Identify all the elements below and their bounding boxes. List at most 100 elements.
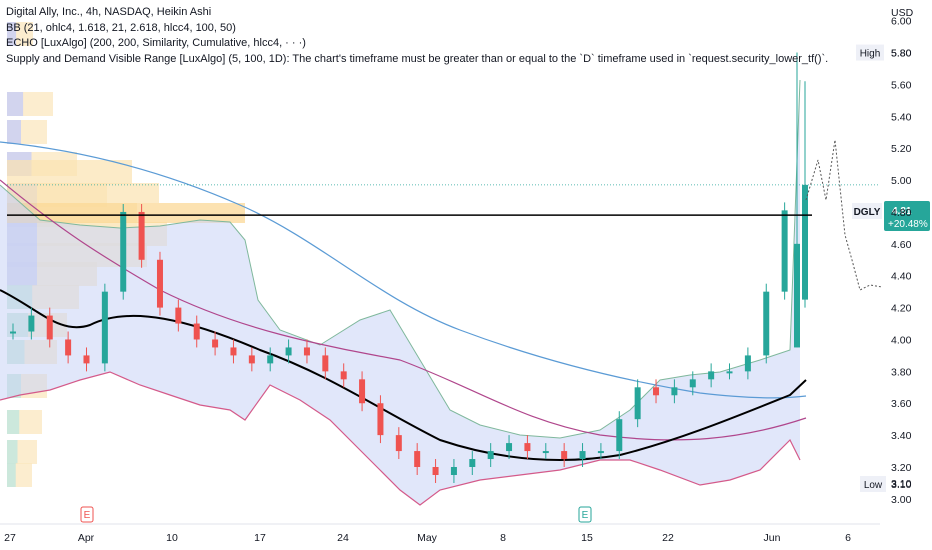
price-axis[interactable]: 3.00 3.10 3.20 3.40 3.60 3.80 4.00 4.20 4.40 4.60… bbox=[891, 7, 914, 506]
volume-profile-bar bbox=[7, 120, 21, 144]
candle-body bbox=[708, 371, 715, 380]
band-lower bbox=[0, 371, 801, 506]
time-tick-label: May bbox=[417, 532, 438, 544]
candle-body bbox=[138, 211, 145, 260]
symbol-tag-label: DGLY bbox=[854, 207, 881, 218]
time-tick-label: 15 bbox=[581, 532, 593, 544]
candle-body bbox=[524, 443, 531, 452]
price-tick-label: 4.80 bbox=[891, 207, 912, 219]
time-tick-label: 17 bbox=[254, 532, 266, 544]
legend-echo[interactable]: ECHO [LuxAlgo] (200, 200, Similarity, Cu… bbox=[6, 37, 306, 49]
candle-body bbox=[781, 210, 788, 292]
volume-profile-bar bbox=[7, 410, 20, 434]
price-tick-label: 3.80 bbox=[891, 366, 912, 378]
price-tick-label: 6.00 bbox=[891, 16, 912, 28]
price-tick-label: 3.00 bbox=[891, 494, 912, 506]
candle-body bbox=[285, 347, 292, 356]
candle-body bbox=[634, 387, 641, 420]
price-tick-label: 4.60 bbox=[891, 239, 912, 251]
price-tick-label: 5.40 bbox=[891, 111, 912, 123]
candle-body bbox=[46, 315, 53, 340]
ma-blue bbox=[0, 141, 807, 399]
candle-body bbox=[156, 259, 163, 308]
price-change-label: +20.48% bbox=[888, 219, 928, 230]
ma-black bbox=[0, 289, 807, 461]
price-tick-label: 5.80 bbox=[891, 48, 912, 60]
price-tick-label: 5.00 bbox=[891, 175, 912, 187]
time-tick-label: Apr bbox=[78, 532, 95, 544]
candle-body bbox=[377, 403, 384, 436]
volume-profile-bar bbox=[7, 22, 17, 46]
last-price-label: 4.81 bbox=[892, 206, 912, 217]
candle-body bbox=[802, 184, 808, 300]
earnings-marker-label: E bbox=[84, 510, 91, 521]
candle-body bbox=[726, 371, 733, 374]
price-tick-label: 3.10 bbox=[891, 478, 912, 490]
candle-body bbox=[469, 459, 476, 467]
time-tick-label: 22 bbox=[662, 532, 674, 544]
price-tick-label: 3.20 bbox=[891, 462, 912, 474]
volume-profile-bar bbox=[7, 92, 24, 116]
time-axis[interactable]: 27 Apr 10 17 24 May 8 15 22 Jun 6 bbox=[4, 532, 851, 544]
moving-averages bbox=[0, 141, 807, 461]
candle-body bbox=[193, 323, 200, 340]
candle-body bbox=[763, 291, 770, 356]
candle-body bbox=[542, 451, 549, 454]
high-value: 5.80 bbox=[891, 48, 912, 60]
price-tick-label: 4.20 bbox=[891, 303, 912, 315]
candle-body bbox=[561, 451, 568, 460]
candle-body bbox=[487, 451, 494, 460]
currency-label: USD bbox=[891, 7, 914, 19]
candle-body bbox=[450, 467, 457, 475]
candle-body bbox=[395, 435, 402, 452]
candle-body bbox=[10, 331, 16, 334]
overlays: E E High Low DGLY 4.81 +20.48% bbox=[7, 44, 930, 523]
candle-body bbox=[267, 355, 274, 364]
candle-body bbox=[744, 355, 751, 372]
time-tick-label: Jun bbox=[764, 532, 781, 544]
candle-body bbox=[120, 211, 127, 292]
volume-profile-bar bbox=[7, 160, 132, 184]
time-tick-label: 10 bbox=[166, 532, 178, 544]
candle-body bbox=[414, 451, 421, 467]
candle-body bbox=[506, 443, 513, 452]
candle-body bbox=[303, 347, 310, 356]
candle-body bbox=[653, 387, 660, 396]
time-tick-label: 27 bbox=[4, 532, 16, 544]
candle-body bbox=[671, 387, 678, 396]
candle-body bbox=[212, 339, 219, 348]
legend-sdvr[interactable]: Supply and Demand Visible Range [LuxAlgo… bbox=[6, 52, 829, 65]
symbol-tag bbox=[852, 203, 882, 219]
legend-title[interactable]: Digital Ally, Inc., 4h, NASDAQ, Heikin A… bbox=[6, 6, 212, 18]
price-tick-label: 4.00 bbox=[891, 334, 912, 346]
price-tick-label: 4.40 bbox=[891, 271, 912, 283]
earnings-marker-label: E bbox=[582, 510, 589, 521]
price-tick-label: 3.60 bbox=[891, 398, 912, 410]
price-tick-label: 3.40 bbox=[891, 430, 912, 442]
candle-body bbox=[175, 307, 182, 324]
low-value: 3.10 bbox=[891, 479, 912, 491]
earnings-marker bbox=[578, 506, 592, 523]
candle-body bbox=[248, 355, 255, 364]
candle-body bbox=[432, 467, 439, 475]
high-tag bbox=[856, 44, 884, 61]
candle-body bbox=[689, 379, 696, 388]
candle-body bbox=[579, 451, 586, 460]
candle-body bbox=[359, 379, 366, 404]
low-tag-label: Low bbox=[864, 480, 883, 491]
high-tag-label: High bbox=[860, 49, 881, 60]
earnings-marker bbox=[80, 506, 94, 523]
volume-profile-bar bbox=[7, 183, 159, 203]
volume-profile-bar bbox=[7, 440, 18, 464]
band-upper bbox=[0, 79, 801, 439]
candle-body bbox=[230, 347, 237, 356]
price-tick-label: 5.20 bbox=[891, 143, 912, 155]
legend-bb[interactable]: BB (21, ohlc4, 1.618, 21, 2.618, hlcc4, … bbox=[6, 21, 236, 34]
time-tick-label: 24 bbox=[337, 532, 349, 544]
candle-body bbox=[616, 419, 623, 452]
band-fill bbox=[0, 80, 800, 505]
low-tag bbox=[860, 476, 886, 492]
bollinger-bands bbox=[0, 79, 801, 506]
candle-body bbox=[65, 339, 72, 356]
